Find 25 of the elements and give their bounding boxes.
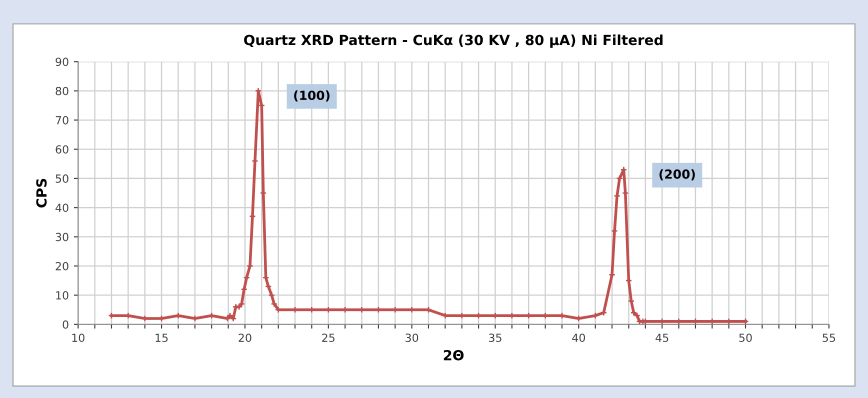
x-tick-label: 15 (156, 334, 168, 342)
y-tick-label: 40 (55, 204, 68, 212)
y-tick-label: 70 (56, 116, 68, 124)
y-tick-label: 10 (56, 291, 68, 300)
x-tick-label: 50 (739, 334, 752, 342)
y-tick-label: 30 (56, 232, 68, 242)
annotation: (100) (294, 90, 330, 102)
y-tick-label: 50 (56, 174, 68, 183)
x-tick-label: 40 (572, 334, 585, 342)
x-tick-label: 35 (489, 334, 502, 342)
x-tick-label: 10 (72, 334, 84, 342)
y-tick-label: 0 (62, 320, 68, 329)
y-tick-label: 90 (56, 58, 68, 66)
x-tick-label: 30 (406, 334, 418, 342)
y-axis-title: CPS (36, 178, 47, 208)
x-tick-label: 45 (656, 334, 668, 342)
y-tick-label: 60 (56, 145, 68, 154)
y-tick-label: 80 (56, 86, 68, 96)
chart-title: Quartz XRD Pattern - CuKα (30 KV , 80 μA) Ni Filtered (244, 34, 663, 48)
x-axis-title: 2Θ (444, 350, 464, 360)
x-tick-label: 25 (322, 334, 334, 342)
y-tick-label: 20 (56, 262, 68, 270)
x-tick-label: 55 (822, 334, 836, 342)
annotation: (200) (660, 169, 695, 180)
x-tick-label: 20 (238, 334, 252, 342)
